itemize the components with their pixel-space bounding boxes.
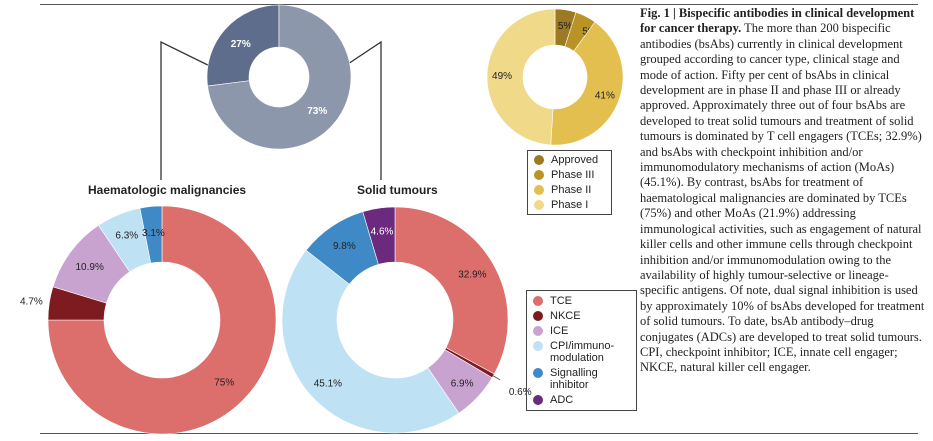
slice-haematologic-malignancies [206, 4, 280, 87]
slice-tce [47, 205, 277, 435]
caption-body: The more than 200 bispecific antibodies … [640, 21, 925, 375]
slice-phase-ii [550, 21, 624, 146]
legend-label: Phase I [551, 199, 589, 211]
slice-label-signalling-inhibitor: 3.1% [142, 228, 165, 239]
legend-item-phase-i: Phase I [534, 199, 606, 211]
legend-label: TCE [550, 295, 572, 307]
cancer-type-donut: 27% 73% [206, 4, 352, 150]
legend-swatch [533, 368, 543, 378]
slice-label-phase-ii: 41% [595, 90, 615, 101]
legend-item-ice: ICE [533, 325, 631, 337]
legend-swatch [534, 185, 544, 195]
slice-cpi-immuno-modulation [281, 249, 460, 434]
legend-swatch [533, 311, 543, 321]
slice-label-nkce: 4.7% [20, 297, 43, 308]
slice-label-ice: 10.9% [76, 262, 104, 273]
slice-solid-tumours [207, 4, 352, 150]
legend-swatch [534, 155, 544, 165]
legend-label: ADC [550, 394, 574, 406]
slice-label-tce: 75% [214, 378, 234, 389]
haematologic-title: Haematologic malignancies [88, 183, 247, 197]
legend-swatch [533, 326, 543, 336]
legend-label: NKCE [550, 310, 581, 322]
slice-label-cpi-immuno-modulation: 45.1% [314, 378, 342, 389]
legend-label: Phase II [551, 184, 592, 196]
connector-solid [335, 40, 382, 180]
legend-item-signalling-inhibitor: Signalling inhibitor [533, 367, 631, 391]
solid-tumours-donut: 32.9% 0.6% 6.9% 45.1% 9.8% 4.6% [281, 206, 532, 434]
legend-label: Signalling inhibitor [550, 367, 598, 391]
slice-label-tce: 32.9% [458, 270, 486, 281]
top-rule [40, 4, 918, 5]
slice-label-ice: 6.9% [451, 378, 474, 389]
legend-item-cpi-immuno-modulation: CPI/immuno-modulation [533, 340, 631, 364]
slice-phase-i [486, 8, 556, 146]
figure-caption: Fig. 1 | Bispecific antibodies in clinic… [640, 6, 925, 376]
slice-tce [394, 206, 509, 375]
slice-label-phase-i: 49% [492, 71, 512, 82]
slice-label-solid-tumours: 73% [307, 106, 327, 117]
slice-label-nkce: 0.6% [509, 387, 532, 398]
moa-legend: TCE NKCE ICE CPI/immuno-modulation Signallin… [526, 290, 637, 411]
legend-swatch [533, 395, 543, 405]
legend-item-tce: TCE [533, 295, 631, 307]
legend-label: Approved [551, 154, 599, 166]
legend-item-phase-ii: Phase II [534, 184, 606, 196]
clinical-phase-donut: 5%5%41%49% [486, 8, 624, 146]
legend-item-nkce: NKCE [533, 310, 631, 322]
haematologic-donut: 75% 4.7% 10.9% 6.3% 3.1% [20, 205, 277, 435]
legend-item-adc: ADC [533, 394, 631, 406]
legend-swatch [533, 341, 543, 351]
bottom-rule [40, 433, 918, 434]
legend-swatch [533, 296, 543, 306]
legend-label: CPI/immuno-modulation [550, 340, 615, 364]
slice-label-signalling-inhibitor: 9.8% [333, 241, 356, 252]
legend-item-approved: Approved [534, 154, 606, 166]
caption-heading: Fig. 1 | Bispecific antibodies in clinic… [640, 6, 915, 36]
slice-label-haematologic-malignancies: 27% [231, 39, 251, 50]
slice-label-cpi-immuno-modulation: 6.3% [115, 231, 138, 242]
legend-item-phase-iii: Phase III [534, 169, 606, 181]
slice-signalling-inhibitor [139, 205, 163, 264]
legend-label: Phase III [551, 169, 595, 181]
slice-adc [362, 206, 396, 265]
connector-haematologic [160, 40, 223, 180]
legend-swatch [534, 170, 544, 180]
phase-legend: Approved Phase III Phase II Phase I [527, 150, 612, 215]
legend-swatch [534, 200, 544, 210]
solid-tumours-title: Solid tumours [357, 183, 438, 197]
slice-label-adc: 4.6% [371, 226, 394, 237]
legend-label: ICE [550, 325, 569, 337]
slice-label-approved: 5% [558, 21, 573, 32]
nkce-leader-line [493, 375, 501, 381]
